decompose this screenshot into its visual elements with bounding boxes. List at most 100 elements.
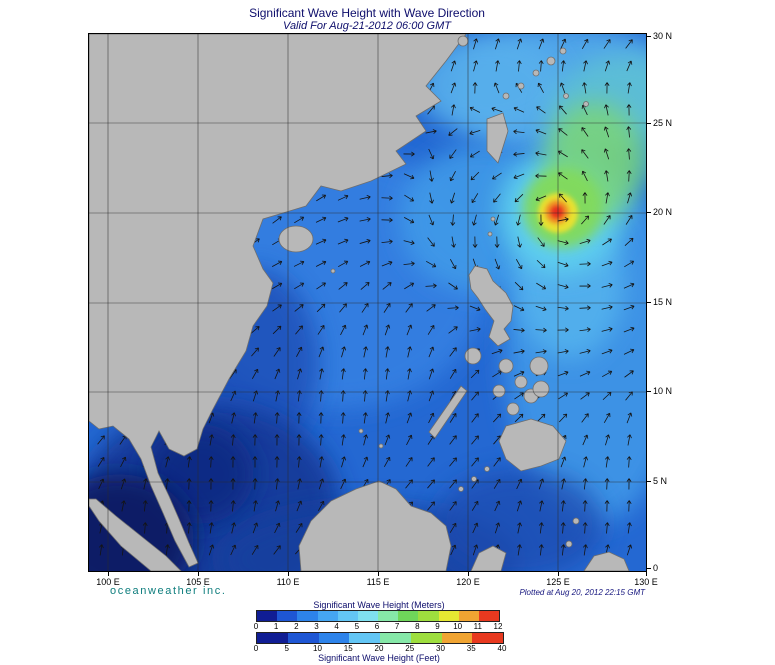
wave-direction-arrow	[208, 456, 214, 468]
wave-direction-arrow	[494, 38, 501, 50]
colorbar-segment	[257, 611, 278, 621]
wave-direction-arrow	[582, 434, 589, 446]
wave-direction-arrow	[362, 324, 369, 336]
wave-direction-arrow	[535, 195, 547, 202]
wave-direction-arrow	[469, 129, 481, 136]
meters-tick-label: 4	[334, 622, 339, 631]
wave-direction-arrow	[513, 173, 525, 180]
wave-direction-arrow	[449, 192, 456, 204]
wave-direction-arrow	[539, 500, 544, 512]
wave-direction-arrow	[582, 522, 588, 534]
land-asia-mainland	[89, 34, 467, 568]
wave-direction-arrow	[252, 434, 258, 446]
wave-direction-arrow	[469, 305, 481, 312]
wave-direction-arrow	[604, 478, 610, 490]
wave-direction-arrow	[405, 479, 413, 489]
wave-direction-arrow	[473, 60, 479, 72]
feet-tick-label: 15	[343, 644, 353, 653]
wave-direction-arrow	[275, 500, 281, 512]
wave-direction-arrow	[601, 348, 613, 355]
wave-direction-arrow	[186, 522, 192, 534]
wave-direction-arrow	[579, 283, 591, 289]
wave-direction-arrow	[627, 434, 632, 446]
wave-direction-arrow	[602, 238, 612, 246]
wave-direction-arrow	[252, 412, 258, 424]
meters-tick-label: 0	[253, 622, 259, 631]
wave-direction-arrow	[384, 368, 390, 380]
wave-direction-arrow	[583, 456, 588, 468]
wave-direction-arrow	[537, 237, 545, 247]
wave-direction-arrow	[623, 304, 635, 311]
wave-direction-arrow	[513, 106, 525, 113]
wave-direction-arrow	[340, 324, 347, 336]
lat-tickmark	[647, 123, 651, 124]
wave-direction-arrow	[603, 215, 611, 225]
wave-direction-arrow	[513, 151, 525, 157]
feet-tick-label: 35	[466, 644, 476, 653]
wave-direction-arrow	[164, 478, 170, 490]
wave-direction-arrow	[626, 522, 632, 534]
lon-tickmark	[646, 572, 647, 576]
wave-direction-arrow	[450, 60, 457, 72]
wave-direction-arrow	[581, 149, 589, 159]
wave-direction-arrow	[513, 370, 525, 377]
wave-direction-arrow	[294, 216, 305, 224]
wave-direction-arrow	[360, 282, 370, 290]
wave-direction-arrow	[604, 456, 610, 468]
colorbar-segment	[478, 611, 500, 621]
wave-direction-arrow	[514, 193, 524, 203]
colorbar-segment	[438, 611, 459, 621]
wave-direction-arrow	[272, 325, 282, 335]
wave-direction-arrow	[318, 500, 325, 512]
wave-direction-arrow	[449, 149, 457, 159]
wave-direction-arrow	[429, 192, 434, 204]
wave-direction-arrow	[273, 545, 281, 555]
wave-direction-arrow	[605, 434, 611, 446]
wave-direction-arrow	[381, 260, 393, 267]
wave-direction-arrow	[581, 215, 590, 225]
wave-direction-arrow	[318, 346, 325, 358]
meters-tick-label: 12	[493, 622, 503, 631]
wave-direction-arrow	[560, 544, 566, 556]
colorbar-segment	[318, 633, 350, 643]
wave-direction-arrow	[558, 392, 568, 400]
wave-direction-arrow	[604, 170, 609, 182]
feet-colorbar	[256, 632, 504, 644]
wave-direction-arrow	[449, 413, 457, 423]
wave-direction-arrow	[338, 282, 348, 290]
colorbar-segment	[357, 611, 379, 621]
meters-tick-label: 5	[354, 622, 360, 631]
lat-tickmark	[647, 36, 651, 37]
wave-direction-arrow	[251, 544, 259, 555]
wave-direction-arrow	[560, 522, 566, 534]
wave-direction-arrow	[449, 457, 457, 467]
wave-direction-arrow	[472, 522, 479, 534]
meters-tick-label: 6	[374, 622, 380, 631]
wave-direction-arrow	[403, 173, 415, 180]
land-layer	[89, 34, 630, 571]
wave-direction-arrow	[230, 544, 237, 556]
wave-direction-arrow	[315, 238, 327, 245]
island-palawan	[428, 385, 468, 439]
wave-direction-arrow	[381, 195, 393, 201]
wave-direction-arrow	[558, 128, 568, 136]
island-hainan	[278, 225, 314, 253]
wave-direction-arrow	[470, 150, 480, 158]
wave-direction-arrow	[492, 172, 502, 180]
wave-direction-arrow	[428, 412, 435, 424]
colorbar-segment	[410, 633, 442, 643]
wave-direction-arrow	[272, 304, 282, 312]
meters-tick-label: 9	[435, 622, 440, 631]
wave-direction-arrow	[626, 412, 633, 424]
wave-direction-arrow	[582, 478, 588, 490]
wave-direction-arrow	[538, 214, 544, 226]
wave-direction-arrow	[513, 305, 525, 312]
wave-direction-arrow	[297, 368, 303, 380]
wave-direction-arrow	[470, 171, 480, 181]
wave-direction-arrow	[582, 82, 587, 94]
wave-direction-arrow	[406, 412, 413, 424]
wave-direction-arrow	[338, 260, 349, 268]
lat-tickmark	[647, 391, 651, 392]
wave-direction-arrow	[231, 522, 236, 534]
wave-direction-arrow	[297, 478, 302, 490]
